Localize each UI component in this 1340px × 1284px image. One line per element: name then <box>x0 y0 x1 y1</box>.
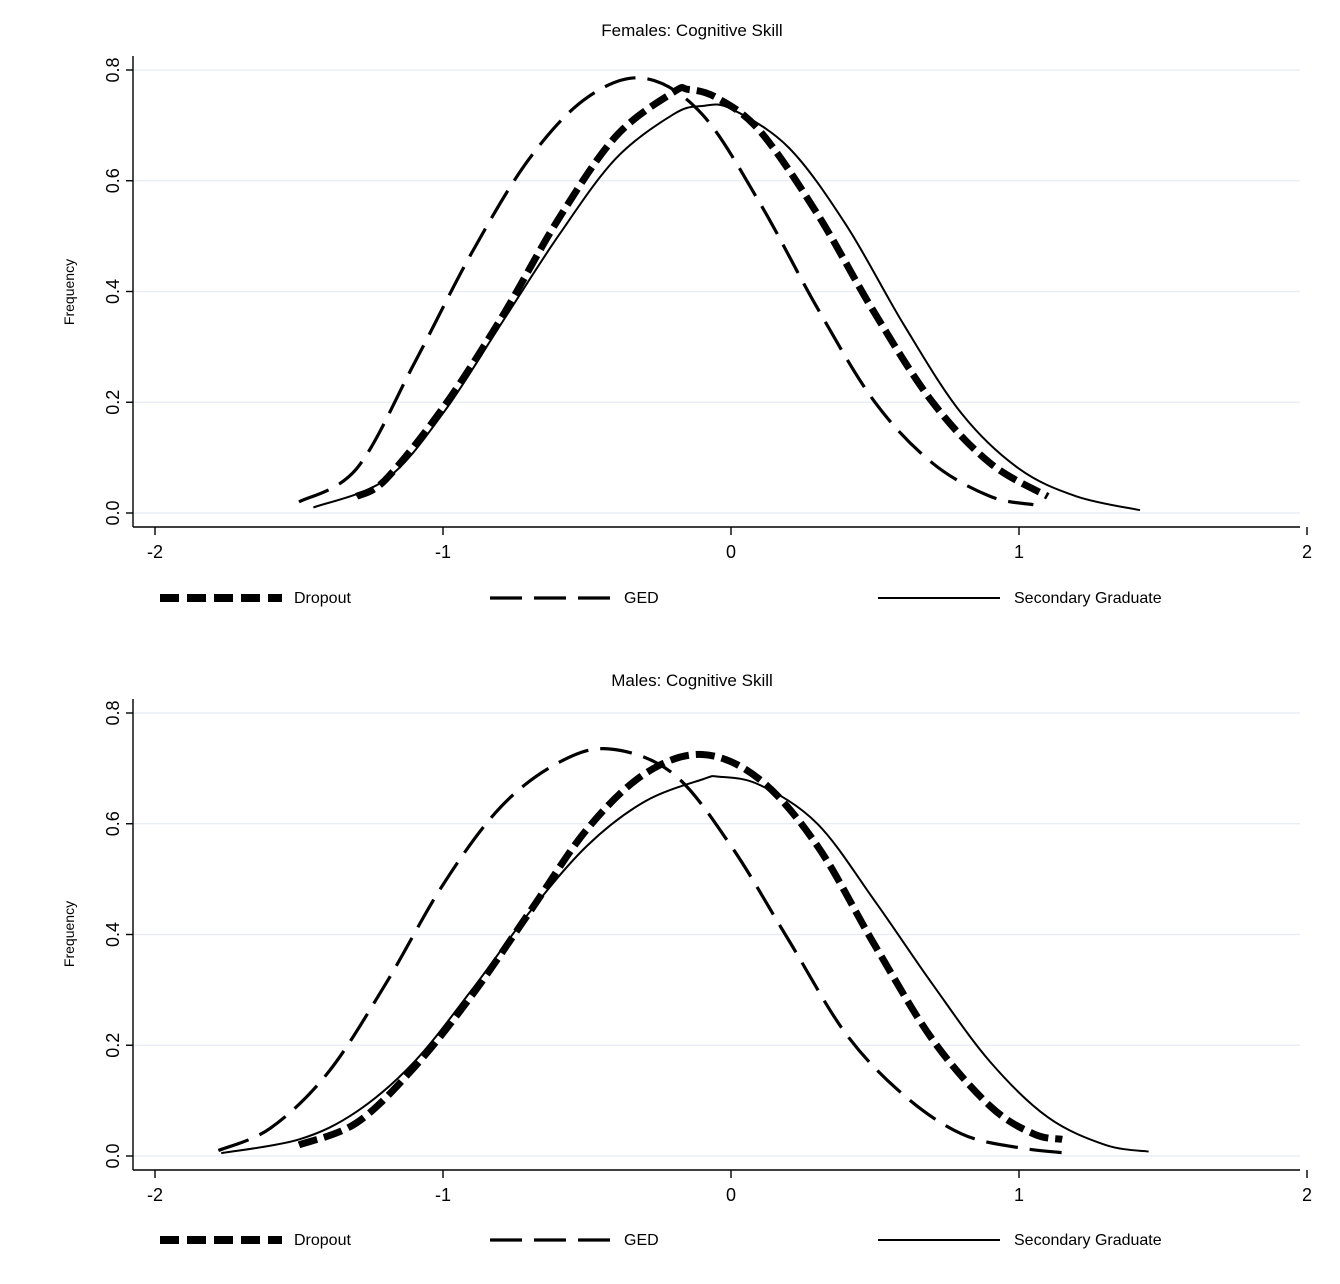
x-tick-label: 2 <box>1302 542 1312 562</box>
chart-title: Males: Cognitive Skill <box>611 671 773 690</box>
series-line-ged <box>217 747 1069 1155</box>
series-line-dropout <box>297 750 1063 1149</box>
series-line-ged <box>298 76 1034 507</box>
y-axis-title: Frequency <box>61 259 77 325</box>
y-tick-label: 0.2 <box>103 1033 123 1058</box>
legend-label: GED <box>624 590 659 607</box>
chart-title: Females: Cognitive Skill <box>601 21 782 40</box>
legend-label: GED <box>624 1232 659 1249</box>
y-tick-label: 0.8 <box>103 700 123 725</box>
x-tick-label: -2 <box>147 542 163 562</box>
x-tick-label: -1 <box>435 1185 451 1205</box>
x-tick-label: -2 <box>147 1185 163 1205</box>
x-tick-label: 0 <box>726 1185 736 1205</box>
series-line-secondary-graduate <box>221 775 1149 1155</box>
x-tick-label: 0 <box>726 542 736 562</box>
y-tick-label: 0.4 <box>103 922 123 947</box>
legend-label: Secondary Graduate <box>1014 590 1162 607</box>
x-tick-label: 1 <box>1014 542 1024 562</box>
legend-label: Dropout <box>294 1232 351 1249</box>
y-tick-label: 0.6 <box>103 811 123 836</box>
y-tick-label: 0.0 <box>103 1143 123 1168</box>
y-axis-title: Frequency <box>61 901 77 967</box>
y-tick-label: 0.8 <box>103 57 123 82</box>
x-tick-label: 1 <box>1014 1185 1024 1205</box>
panel-males: Males: Cognitive Skill 0.0 0.2 0.4 0.6 0.8 Fre… <box>61 671 1312 1249</box>
panel-females: Females: Cognitive Skill 0.0 0.2 0.4 0.6 0.8 F… <box>61 21 1312 607</box>
x-tick-label: -1 <box>435 542 451 562</box>
legend-label: Dropout <box>294 590 351 607</box>
y-tick-label: 0.4 <box>103 279 123 304</box>
y-tick-label: 0.0 <box>103 500 123 525</box>
y-tick-label: 0.6 <box>103 168 123 193</box>
x-tick-label: 2 <box>1302 1185 1312 1205</box>
series-line-dropout <box>354 84 1050 500</box>
legend-label: Secondary Graduate <box>1014 1232 1162 1249</box>
y-tick-label: 0.2 <box>103 390 123 415</box>
series-line-secondary-graduate <box>313 103 1141 512</box>
